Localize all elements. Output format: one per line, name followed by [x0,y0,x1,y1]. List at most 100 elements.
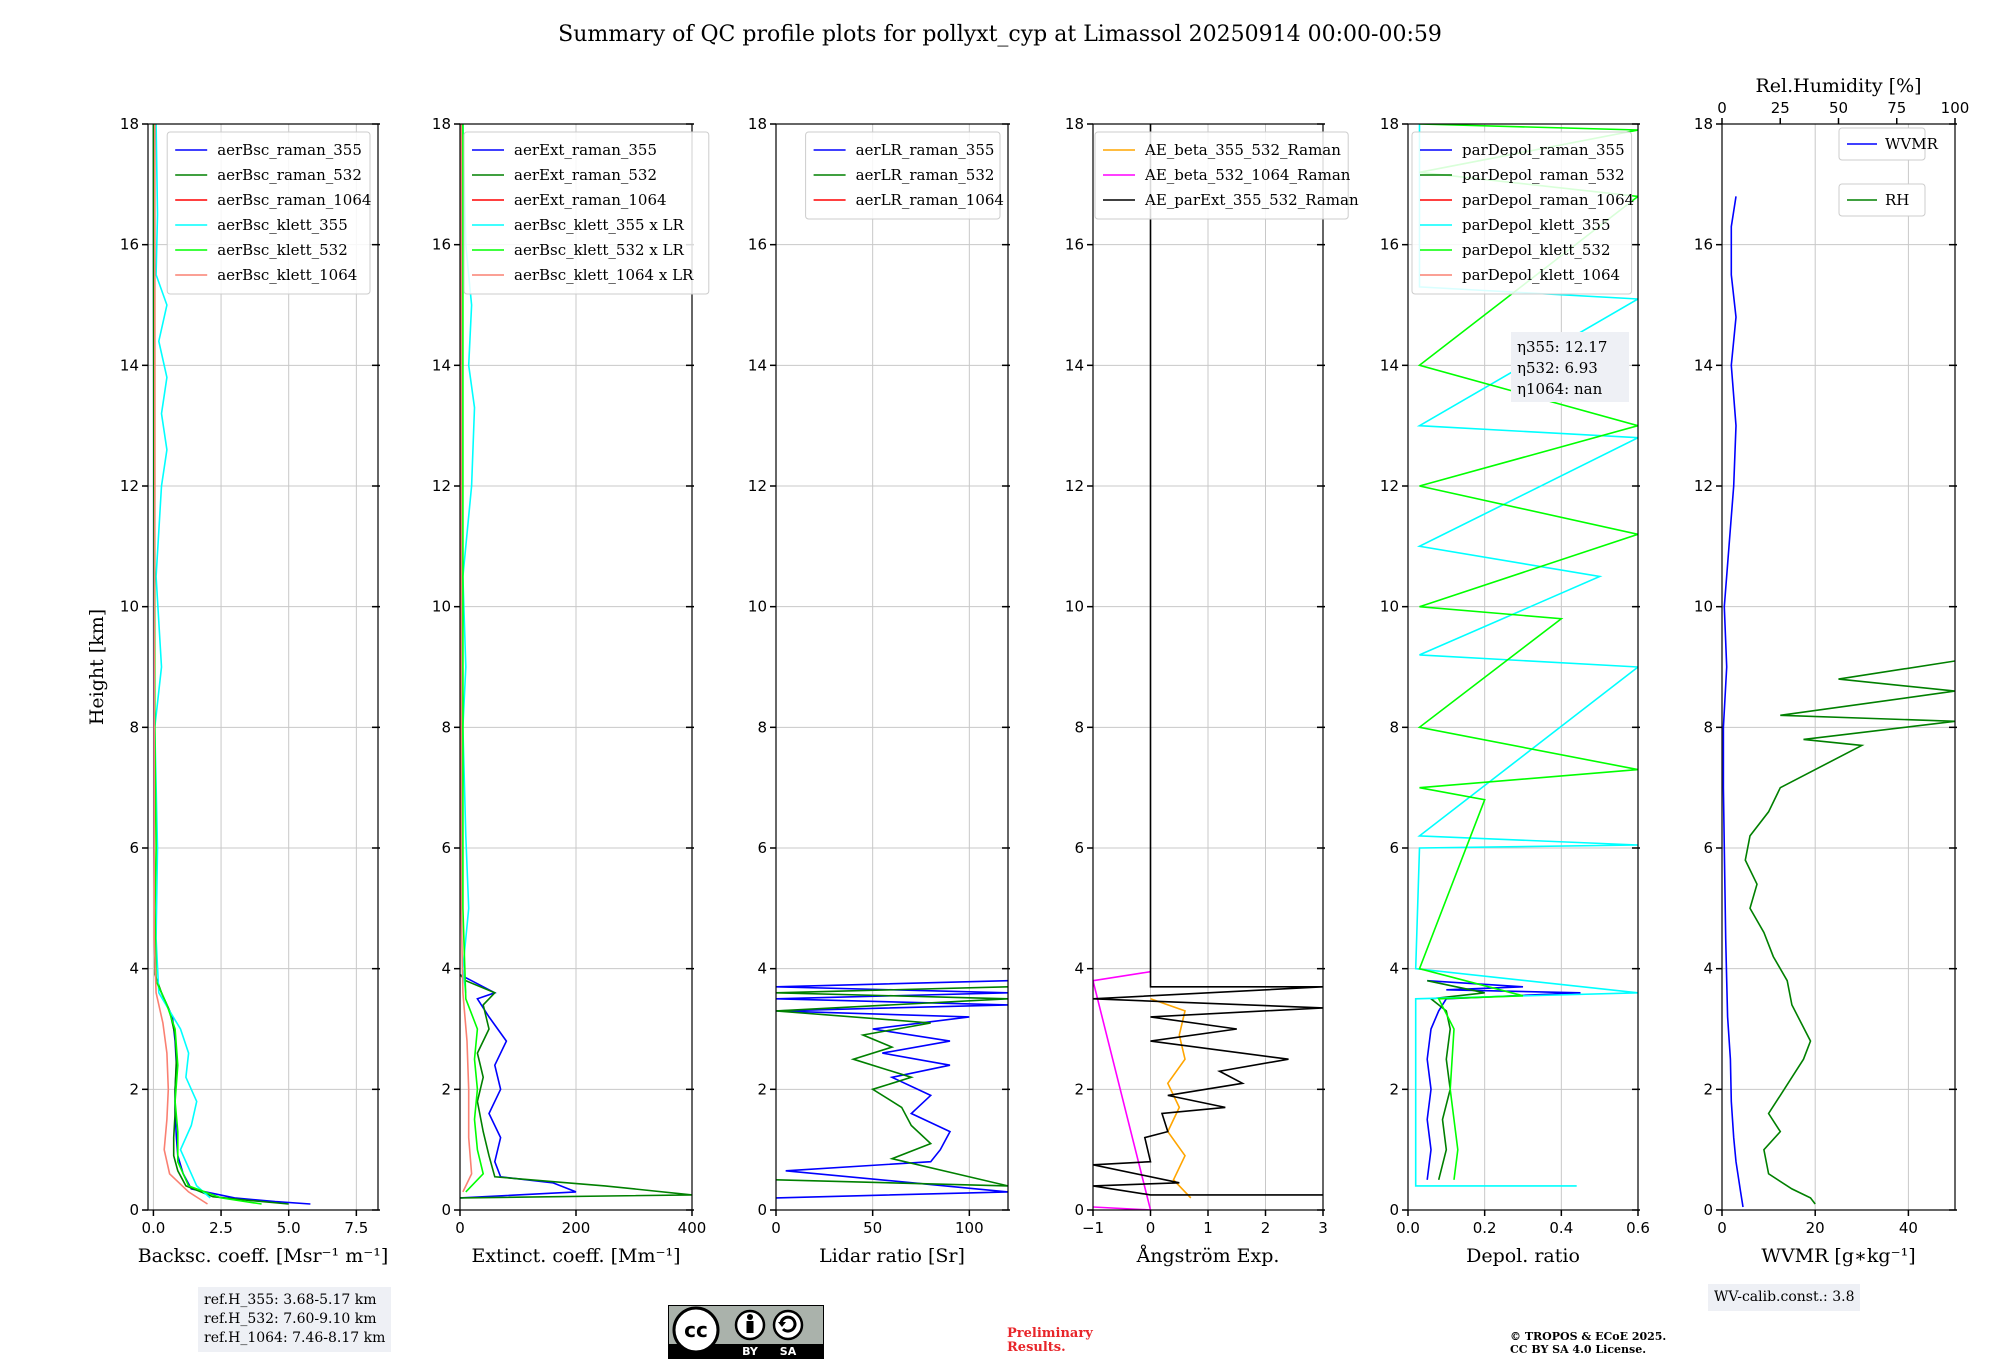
y-tick-label: 4 [441,960,451,978]
y-tick-label: 8 [1389,718,1399,736]
svg-text:cc: cc [684,1318,708,1342]
copyright-note: © TROPOS & ECoE 2025. CC BY SA 4.0 Licen… [1510,1330,1666,1356]
series-line-pardepol-raman-532 [1427,979,1485,1180]
y-tick-label: 18 [1694,115,1713,133]
legend-label: AE_beta_355_532_Raman [1144,141,1341,159]
legend-label: parDepol_klett_1064 [1462,266,1620,284]
series-line-aerlr-raman-355 [776,979,1008,1199]
x-tick-label: 0 [1717,1219,1727,1237]
legend-label: WVMR [1885,135,1939,153]
y-tick-label: 6 [1389,839,1399,857]
preliminary-note: Preliminary Results. [1007,1327,1093,1355]
y-tick-label: 4 [1703,960,1713,978]
x-tick-label: 0.6 [1626,1219,1650,1237]
y-tick-label: 8 [757,718,767,736]
legend-box [166,131,371,295]
y-tick-label: 16 [748,236,767,254]
legend-label: RH [1885,191,1909,209]
y-tick-label: 18 [120,115,139,133]
series-line-wvmr [1722,196,1744,1208]
y-tick-label: 14 [1380,356,1399,374]
series-line-ae-parext-355-532-raman [1093,124,1323,1196]
eta-annotation-line: η1064: nan [1517,380,1603,398]
x-axis-label: Depol. ratio [1466,1245,1580,1267]
legend-label: aerBsc_raman_532 [217,166,362,184]
wv-calib-text: WV-calib.const.: 3.8 [1714,1289,1855,1305]
legend-label: aerBsc_klett_1064 x LR [514,266,694,284]
legend-box [1094,131,1349,220]
x-axis-label: Backsc. coeff. [Msr⁻¹ m⁻¹] [138,1245,389,1267]
y-tick-label: 6 [129,839,139,857]
cc-sa-label: SA [780,1345,797,1358]
top-x-tick-label: 50 [1829,99,1848,117]
legend-label: aerBsc_klett_355 x LR [514,216,685,234]
y-tick-label: 12 [1065,477,1084,495]
x-tick-label: 20 [1806,1219,1825,1237]
y-tick-label: 16 [120,236,139,254]
series-line-pardepol-klett-355 [1414,124,1638,1187]
axes-frame [775,123,1009,1211]
panel-depol: 0 2 4 6 8 10 12 14 16 18 0.0 0.2 0.4 0.6 Depol. ratio p… [1380,115,1650,1267]
x-axis-label: Extinct. coeff. [Mm⁻¹] [471,1245,680,1267]
x-tick-label: 2.5 [209,1219,233,1237]
x-tick-label: 400 [678,1219,707,1237]
legend-box [1838,183,1926,217]
y-tick-label: 10 [120,598,139,616]
y-tick-label: 14 [120,356,139,374]
x-tick-label: 3 [1318,1219,1328,1237]
legend-label: parDepol_raman_1064 [1462,191,1634,209]
y-tick-label: 2 [441,1080,451,1098]
ref-height-1064: ref.H_1064: 7.46-8.17 km [204,1330,386,1346]
y-tick-label: 10 [1694,598,1713,616]
legend-box [463,131,710,295]
panel-backscatter: 0 2 4 6 8 10 12 14 16 18 0.0 2.5 5.0 7.5 Backsc. coeff… [86,115,388,1267]
y-tick-label: 12 [748,477,767,495]
preliminary-line-1: Preliminary [1007,1326,1093,1341]
x-tick-label: 0 [455,1219,465,1237]
series-line-ae-beta-355-532-raman [1150,998,1192,1199]
legend-label: parDepol_klett_532 [1462,241,1611,259]
series-line-aerext-raman-532 [460,974,692,1199]
ref-height-355: ref.H_355: 3.68-5.17 km [204,1292,377,1308]
top-x-axis-label: Rel.Humidity [%] [1755,75,1921,97]
y-tick-label: 16 [432,236,451,254]
y-tick-label: 0 [441,1201,451,1219]
y-tick-label: 14 [1694,356,1713,374]
top-x-tick-label: 25 [1771,99,1790,117]
y-tick-label: 0 [1074,1201,1084,1219]
x-tick-label: −1 [1082,1219,1104,1237]
x-tick-label: 100 [955,1219,984,1237]
x-tick-label: 0.2 [1473,1219,1497,1237]
y-tick-label: 8 [441,718,451,736]
legend-label: aerBsc_klett_355 [217,216,348,234]
top-x-tick-label: 0 [1717,99,1727,117]
y-tick-label: 12 [1694,477,1713,495]
x-tick-label: 200 [562,1219,591,1237]
x-tick-label: 2 [1261,1219,1271,1237]
y-axis-label: Height [km] [86,609,108,725]
x-tick-label: 0.0 [1396,1219,1420,1237]
legend-label: aerLR_raman_1064 [856,191,1004,209]
x-tick-label: 0 [1146,1219,1156,1237]
y-tick-label: 2 [757,1080,767,1098]
axes-frame [1407,123,1639,1211]
series-line-aerbsc-klett-1064-x-lr [460,124,473,1193]
ref-heights-box: ref.H_355: 3.68-5.17 km ref.H_532: 7.60-… [198,1287,392,1352]
y-tick-label: 12 [1380,477,1399,495]
legend-box [1838,127,1926,161]
y-tick-label: 4 [129,960,139,978]
legend-label: aerExt_raman_355 [514,141,657,159]
copyright-line-2: CC BY SA 4.0 License. [1510,1343,1647,1356]
y-tick-label: 2 [1703,1080,1713,1098]
eta-annotation-box [1511,332,1629,402]
y-tick-label: 6 [757,839,767,857]
y-tick-label: 12 [432,477,451,495]
y-tick-label: 0 [757,1201,767,1219]
preliminary-line-2: Results. [1007,1340,1066,1355]
axes-frame [147,123,379,1211]
legend-label: AE_beta_532_1064_Raman [1144,166,1351,184]
x-tick-label: 0.4 [1549,1219,1573,1237]
